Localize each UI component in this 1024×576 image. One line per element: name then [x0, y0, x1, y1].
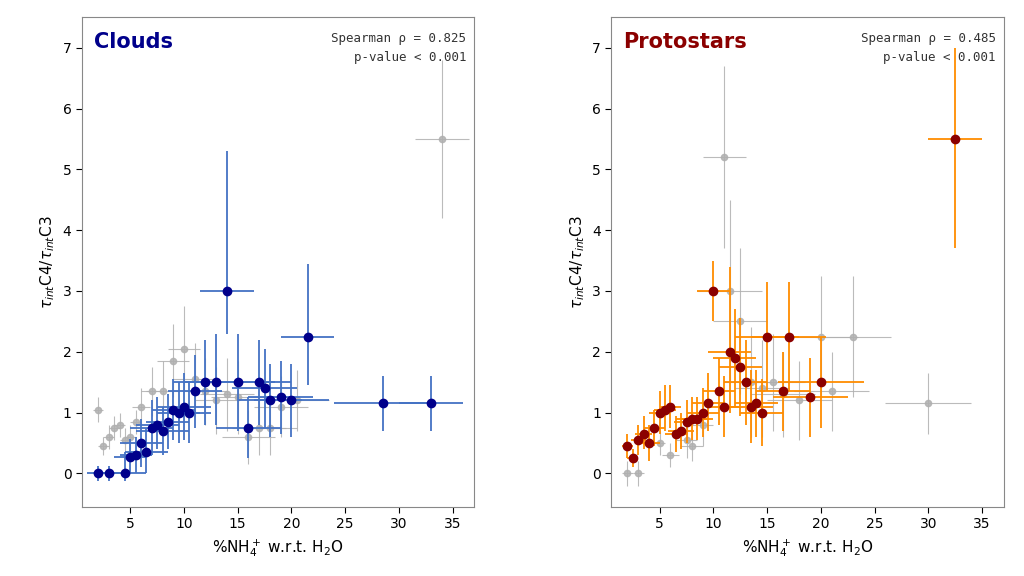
X-axis label: %NH$_4^+$ w.r.t. H$_2$O: %NH$_4^+$ w.r.t. H$_2$O: [741, 537, 873, 559]
Text: Clouds: Clouds: [93, 32, 173, 52]
X-axis label: %NH$_4^+$ w.r.t. H$_2$O: %NH$_4^+$ w.r.t. H$_2$O: [212, 537, 344, 559]
Text: Spearman ρ = 0.485
p-value < 0.001: Spearman ρ = 0.485 p-value < 0.001: [861, 32, 995, 64]
Text: Spearman ρ = 0.825
p-value < 0.001: Spearman ρ = 0.825 p-value < 0.001: [331, 32, 466, 64]
Y-axis label: $\tau_{int}$C4/$\tau_{int}$C3: $\tau_{int}$C4/$\tau_{int}$C3: [38, 215, 57, 309]
Text: Protostars: Protostars: [624, 32, 746, 52]
Y-axis label: $\tau_{int}$C4/$\tau_{int}$C3: $\tau_{int}$C4/$\tau_{int}$C3: [567, 215, 587, 309]
